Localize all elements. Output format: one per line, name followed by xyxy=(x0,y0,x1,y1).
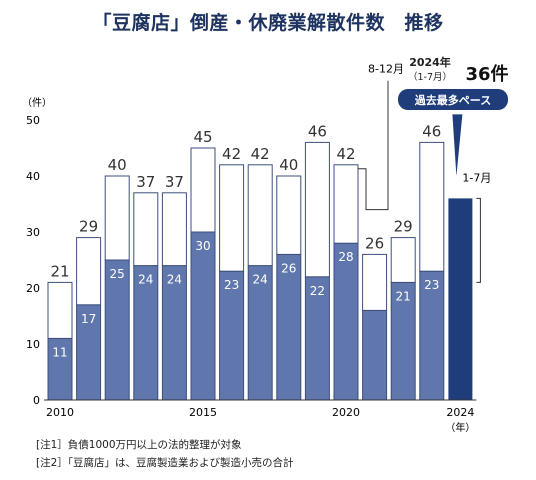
bar-aug-dec xyxy=(276,175,302,255)
bar-jan-jul xyxy=(276,253,302,401)
total-label: 45 xyxy=(193,128,212,146)
badge-text: 過去最多ペース xyxy=(414,93,491,107)
bar-jan-jul xyxy=(247,265,273,401)
bar-aug-dec xyxy=(304,141,330,278)
bar-aug-dec xyxy=(104,175,130,261)
bar-aug-dec xyxy=(419,141,445,272)
bar-jan-jul xyxy=(161,265,187,401)
footnote-1: [注1］負債1000万円以上の法的整理が対象 xyxy=(36,439,242,451)
bar-2024-jan-jul xyxy=(448,198,473,400)
total-label: 29 xyxy=(79,218,98,236)
pointer-triangle xyxy=(452,114,463,176)
callout-label-jan-jul: 1-7月 xyxy=(462,172,491,185)
bar-aug-dec xyxy=(333,164,359,244)
bar-aug-dec xyxy=(219,164,245,272)
bar-aug-dec xyxy=(247,164,273,267)
inner-label: 21 xyxy=(396,289,411,303)
total-label: 46 xyxy=(422,122,441,140)
inner-label: 24 xyxy=(167,273,182,287)
total-label: 26 xyxy=(365,234,384,252)
bar-jan-jul xyxy=(190,231,216,401)
inner-label: 23 xyxy=(224,278,239,292)
y-tick-label: 10 xyxy=(26,338,40,351)
bar-jan-jul xyxy=(333,242,359,401)
total-label: 29 xyxy=(394,218,413,236)
callout-line-jan-jul xyxy=(476,197,481,283)
highlight-year-label: 2024年 xyxy=(409,55,451,69)
bar-chart: （件） 0 10 20 30 40 50 21 11 29 17 40 25 37 24 37 24 45 30 42… xyxy=(22,55,509,434)
x-tick-label: 2010 xyxy=(46,406,74,419)
bar-jan-jul xyxy=(390,281,416,401)
inner-label: 17 xyxy=(81,312,96,326)
highlight-period-label: （1-7月） xyxy=(408,71,452,83)
badge-record-pace xyxy=(398,89,508,110)
inner-label: 26 xyxy=(281,261,296,275)
footnote-2: [注2］「豆腐店」は、豆腐製造業および製造小売の合計 xyxy=(36,457,294,469)
inner-label: 30 xyxy=(195,239,210,253)
total-label: 21 xyxy=(50,262,69,280)
bar-aug-dec xyxy=(76,237,102,306)
inner-label: 24 xyxy=(138,273,153,287)
bar-aug-dec xyxy=(190,147,216,233)
y-tick-label: 50 xyxy=(26,114,40,127)
bar-jan-jul xyxy=(419,270,445,401)
inner-label: 28 xyxy=(338,250,353,264)
total-label: 40 xyxy=(279,156,298,174)
bar-aug-dec xyxy=(362,253,388,311)
y-tick-label: 40 xyxy=(26,170,40,183)
y-tick-label: 0 xyxy=(33,394,40,407)
x-tick-label: 2020 xyxy=(332,406,360,419)
total-label: 42 xyxy=(251,145,270,163)
highlight-value-label: 36件 xyxy=(465,63,508,85)
bar-aug-dec xyxy=(390,237,416,283)
total-label: 46 xyxy=(308,122,327,140)
y-axis-unit: （件） xyxy=(22,97,52,109)
bar-jan-jul xyxy=(104,259,130,401)
total-label: 42 xyxy=(222,145,241,163)
chart-title: 「豆腐店」倒産・休廃業解散件数 推移 xyxy=(92,12,444,34)
total-label: 37 xyxy=(165,173,184,191)
bar-jan-jul xyxy=(304,276,330,401)
x-tick-label: 2015 xyxy=(189,406,217,419)
inner-label: 23 xyxy=(424,278,439,292)
bar-aug-dec xyxy=(47,281,73,339)
y-tick-label: 30 xyxy=(26,226,40,239)
bar-jan-jul xyxy=(362,309,388,401)
inner-label: 22 xyxy=(310,284,325,298)
callout-line-aug-dec xyxy=(358,80,389,211)
total-label: 42 xyxy=(336,145,355,163)
bar-aug-dec xyxy=(161,192,187,267)
total-label: 37 xyxy=(136,173,155,191)
total-label: 40 xyxy=(108,156,127,174)
inner-label: 24 xyxy=(253,273,268,287)
x-tick-label: 2024 xyxy=(446,406,474,419)
inner-label: 25 xyxy=(110,267,125,281)
callout-label-aug-dec: 8-12月 xyxy=(368,62,404,75)
bar-aug-dec xyxy=(133,192,159,267)
bar-jan-jul xyxy=(133,265,159,401)
x-axis-unit: （年） xyxy=(445,421,475,434)
inner-label: 11 xyxy=(52,345,67,359)
y-tick-label: 20 xyxy=(26,282,40,295)
